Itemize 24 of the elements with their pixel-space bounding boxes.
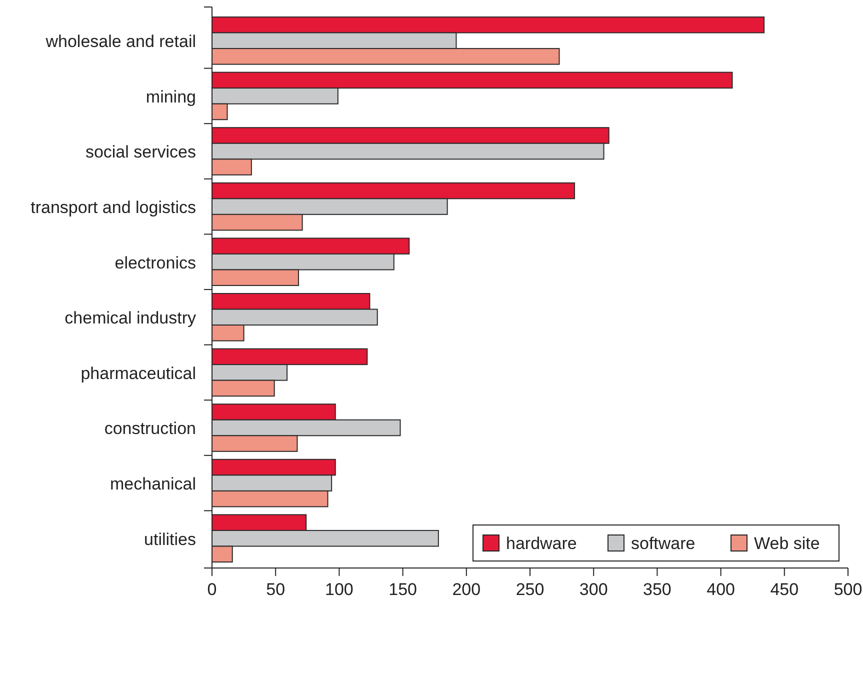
x-tick-label: 200 [452,580,481,599]
y-tick-label: mining [146,87,196,106]
x-tick-label: 150 [388,580,417,599]
x-tick-label: 350 [643,580,672,599]
y-tick-label: electronics [114,253,196,272]
x-tick-label: 50 [266,580,286,599]
y-tick-label: social services [85,142,196,162]
y-tick-label: utilities [144,530,196,549]
y-tick-label: mechanical [110,474,196,494]
legend-label: software [631,534,696,553]
y-tick-label: wholesale and retail [44,32,196,52]
y-tick-label: transport and logistics [30,198,196,218]
x-tick-label: 450 [770,580,799,599]
y-tick-label: pharmaceutical [80,364,196,383]
legend-label: Web site [754,534,820,553]
y-tick-label: chemical industry [64,308,196,328]
x-tick-label: 100 [325,580,354,599]
x-tick-label: 0 [207,580,217,599]
x-tick-label: 500 [834,580,862,599]
y-tick-label: construction [104,419,196,438]
x-tick-label: 300 [579,580,608,599]
x-tick-label: 400 [706,580,735,599]
x-tick-label: 250 [516,580,544,599]
legend-label: hardware [506,534,577,553]
